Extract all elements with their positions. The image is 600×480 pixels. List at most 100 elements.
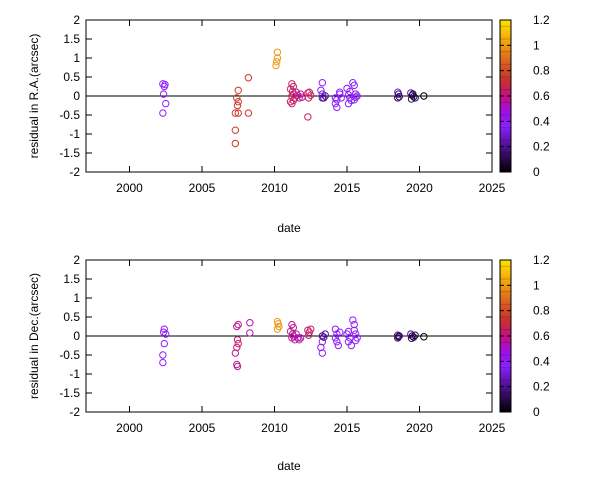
data-point xyxy=(350,96,358,104)
data-point xyxy=(318,79,327,87)
y-tick-label: 0.5 xyxy=(63,70,80,84)
data-point xyxy=(161,80,169,89)
x-axis-label: date xyxy=(277,459,301,473)
data-point xyxy=(234,86,242,95)
data-point xyxy=(273,48,282,56)
data-point xyxy=(394,94,402,102)
colorbar-tick-label: 0.2 xyxy=(533,380,550,394)
data-point xyxy=(420,92,428,100)
data-point xyxy=(394,333,403,341)
y-tick-label: 2 xyxy=(73,13,80,27)
x-tick-label: 2005 xyxy=(189,181,216,195)
data-point xyxy=(162,99,170,108)
y-tick-label: 1.5 xyxy=(63,272,80,286)
colorbar-tick-label: 0.4 xyxy=(533,354,550,368)
y-axis-label: residual in R.A.(arcsec) xyxy=(27,34,41,159)
data-point xyxy=(159,351,167,359)
x-tick-label: 2015 xyxy=(334,421,361,435)
data-point xyxy=(231,349,240,357)
y-tick-label: -1.5 xyxy=(59,386,80,400)
data-point xyxy=(346,334,354,342)
data-point xyxy=(407,95,416,103)
data-point xyxy=(234,320,242,329)
data-point xyxy=(159,328,168,336)
data-point xyxy=(234,109,242,117)
x-ticks: 2000 2005 2010 2015 2020 2025 xyxy=(116,260,506,435)
data-point xyxy=(231,126,240,134)
y-tick-label: 0.5 xyxy=(63,310,80,324)
data-point xyxy=(292,330,300,338)
data-point xyxy=(295,94,303,102)
data-point xyxy=(273,54,282,62)
data-point xyxy=(272,58,281,66)
x-tick-label: 2015 xyxy=(334,181,361,195)
data-point xyxy=(295,336,303,344)
data-point xyxy=(304,113,312,121)
panel-ra: -2-1.5-1-0.500.511.52 2000 2005 2010 2015 20… xyxy=(27,13,506,235)
data-point xyxy=(395,93,403,101)
panel-dec: -2-1.5-1-0.500.511.52 2000 2005 2010 2015 20… xyxy=(27,253,506,473)
colorbar-gradient xyxy=(500,20,511,172)
data-point xyxy=(347,341,356,350)
colorbar-tick-label: 0.8 xyxy=(533,64,550,78)
data-point xyxy=(407,334,416,342)
colorbar-tick-label: 0.6 xyxy=(533,89,550,103)
data-point xyxy=(409,90,417,98)
x-axis-label: date xyxy=(277,221,301,235)
y-tick-label: -1 xyxy=(69,367,80,381)
colorbar-ticks: 0 0.2 0.4 0.6 0.8 1 1.2 xyxy=(500,13,550,179)
data-point xyxy=(394,334,402,342)
colorbar-tick-label: 1.2 xyxy=(533,13,550,27)
y-tick-label: -0.5 xyxy=(59,348,80,362)
colorbar-tick-label: 0 xyxy=(533,165,540,179)
data-point xyxy=(352,336,360,345)
x-tick-label: 2010 xyxy=(261,421,288,435)
data-point xyxy=(162,330,170,338)
data-point xyxy=(231,139,240,148)
data-point xyxy=(349,316,357,324)
data-point xyxy=(294,334,302,342)
data-point xyxy=(231,109,240,117)
colorbar-tick-label: 1 xyxy=(533,38,540,52)
x-tick-label: 2005 xyxy=(189,421,216,435)
data-point xyxy=(244,74,253,82)
y-axis-label: residual in Dec.(arcsec) xyxy=(27,273,41,399)
data-points xyxy=(159,48,428,148)
y-tick-label: 1 xyxy=(73,51,80,65)
data-point xyxy=(296,334,305,342)
y-tick-label: -2 xyxy=(69,405,80,419)
x-tick-label: 2000 xyxy=(116,181,143,195)
colorbar-tick-label: 1.2 xyxy=(533,253,550,267)
data-point xyxy=(233,336,242,344)
data-point xyxy=(331,99,340,108)
data-point xyxy=(233,322,241,331)
data-point xyxy=(273,325,282,333)
data-point xyxy=(336,90,344,98)
data-point xyxy=(233,362,242,371)
data-point xyxy=(244,109,253,117)
data-point xyxy=(331,334,340,342)
data-point xyxy=(317,86,325,95)
data-point xyxy=(159,109,167,117)
data-point xyxy=(321,330,329,338)
x-tick-label: 2025 xyxy=(479,421,506,435)
y-tick-label: 0 xyxy=(73,89,80,103)
data-point xyxy=(350,326,358,334)
data-point xyxy=(304,331,313,339)
data-point xyxy=(286,98,295,106)
y-tick-label: -1.5 xyxy=(59,146,80,160)
colorbar-tick-label: 0.4 xyxy=(533,114,550,128)
colorbar-ticks: 0 0.2 0.4 0.6 0.8 1 1.2 xyxy=(500,253,550,419)
colorbar-tick-label: 0.8 xyxy=(533,304,550,318)
data-point xyxy=(234,339,242,348)
data-point xyxy=(159,90,168,98)
y-ticks: -2 -1.5 -1 -0.5 0 0.5 1 1.5 2 xyxy=(59,13,492,179)
data-point xyxy=(159,358,167,367)
data-point xyxy=(350,320,358,329)
data-point xyxy=(336,328,344,336)
y-tick-label: 0 xyxy=(73,329,80,343)
data-point xyxy=(288,99,296,108)
y-tick-label: -1 xyxy=(69,127,80,141)
data-point xyxy=(331,94,340,102)
